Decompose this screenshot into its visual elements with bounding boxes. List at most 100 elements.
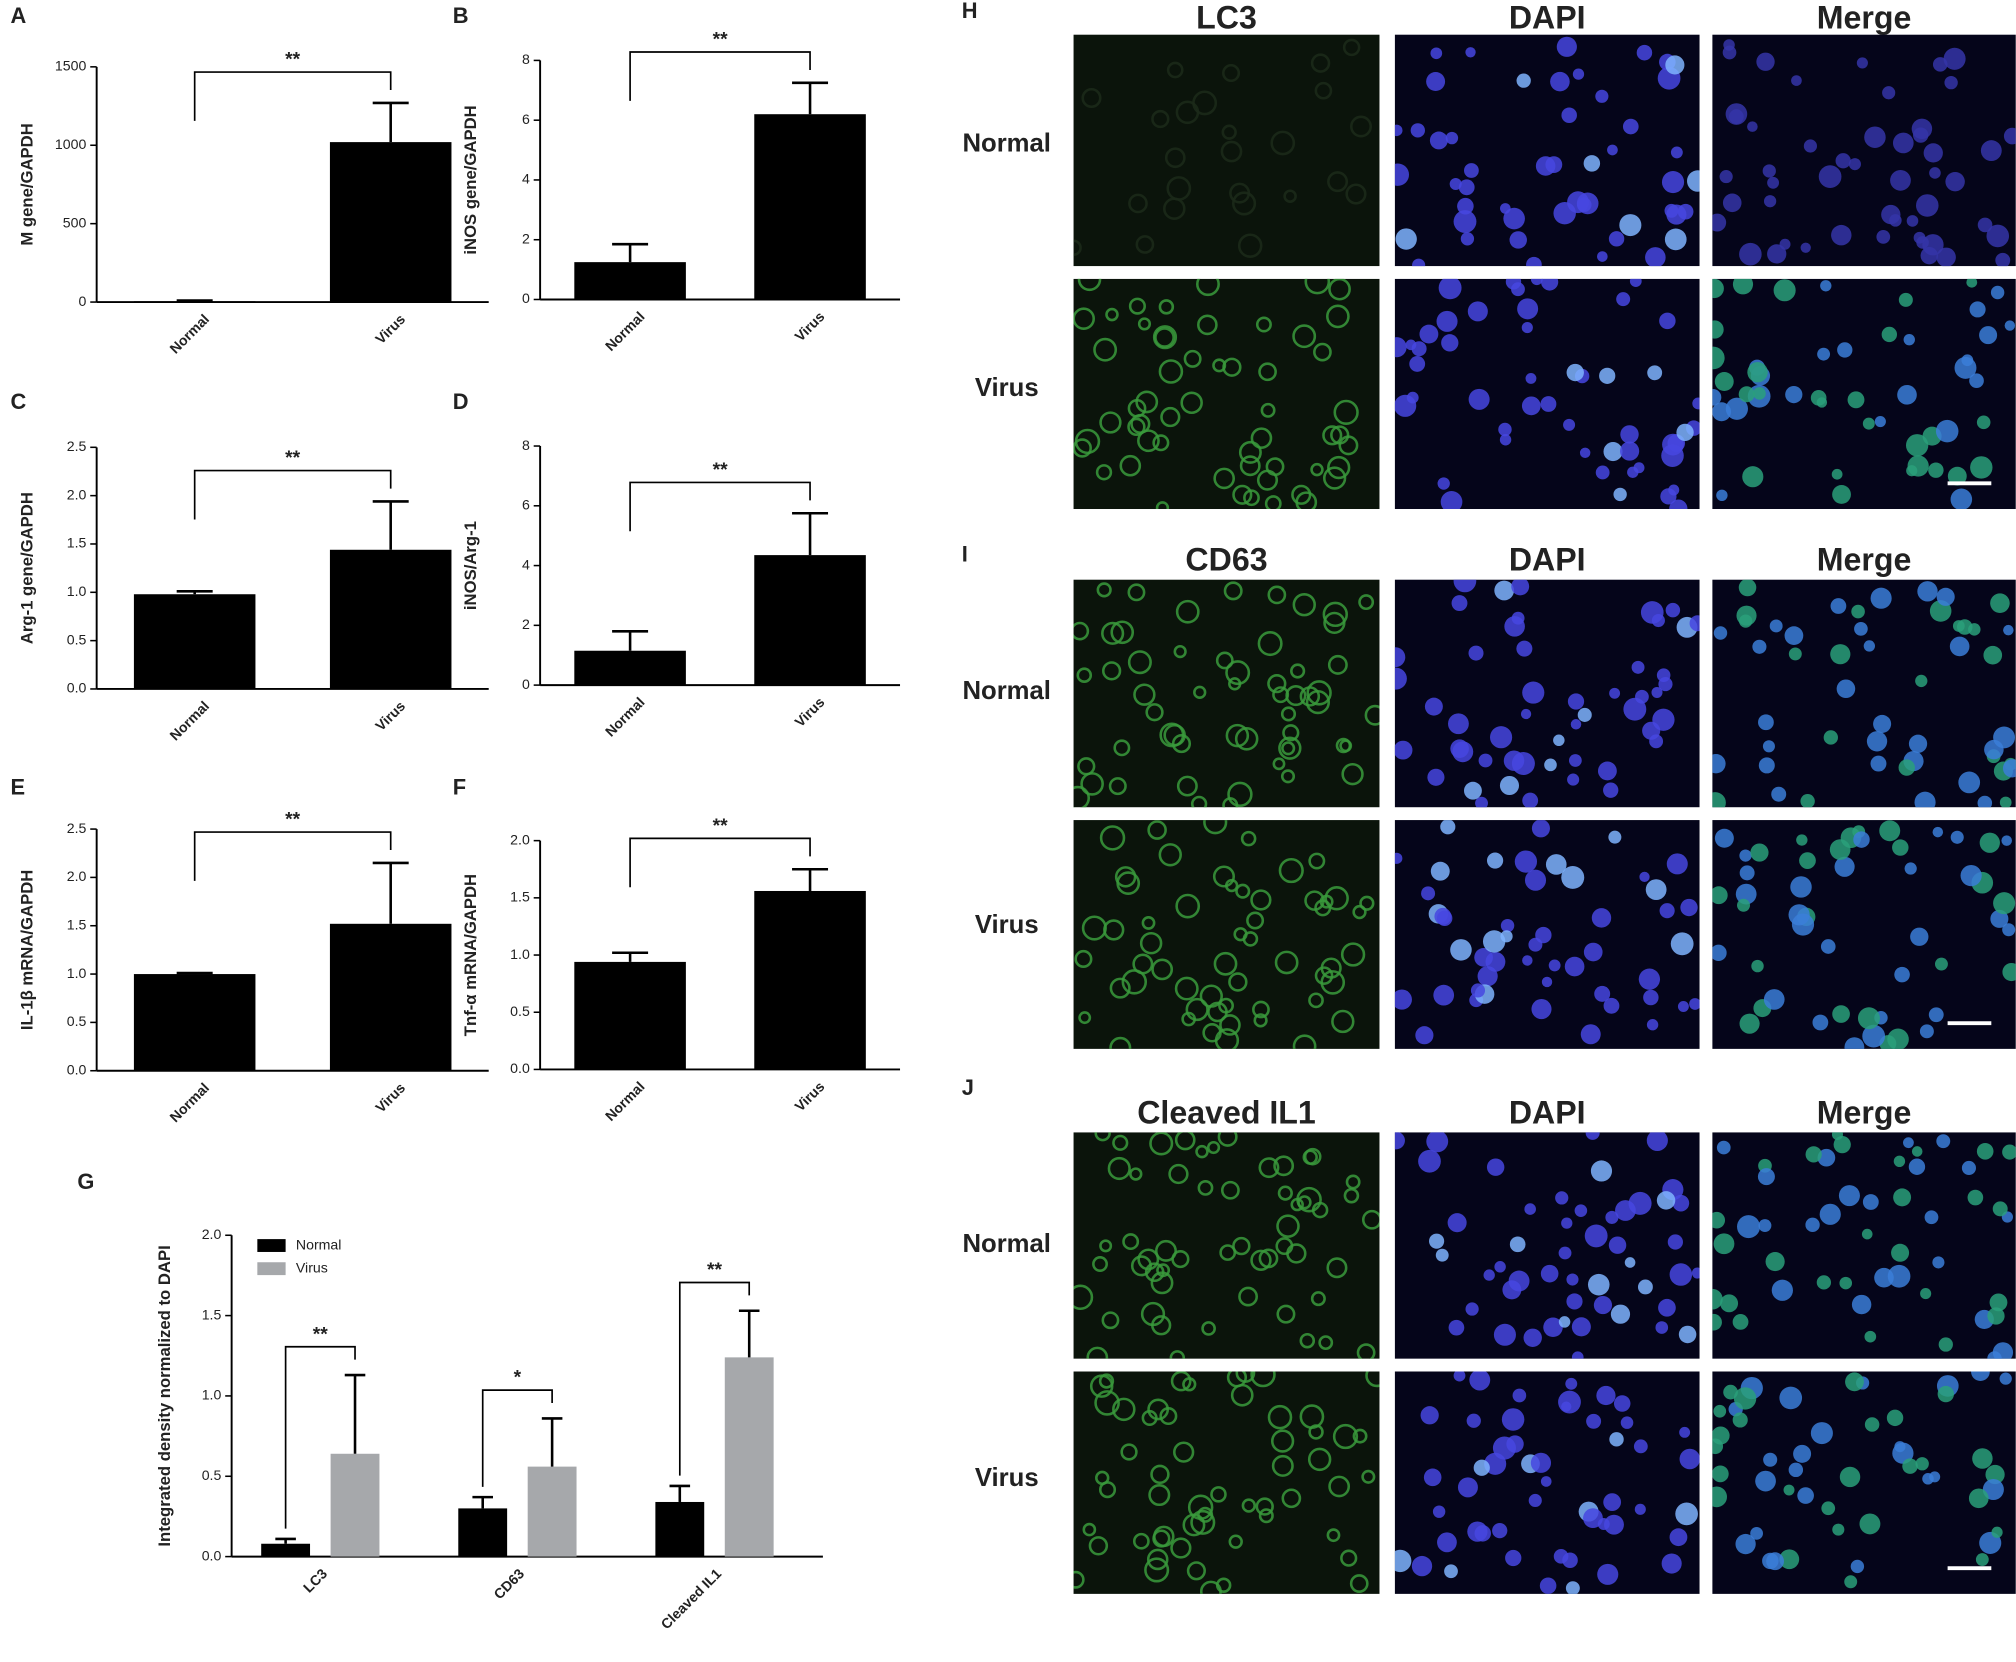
cell — [1128, 193, 1148, 214]
panel-letter: D — [453, 389, 469, 414]
cell — [1326, 1528, 1341, 1543]
cell — [1562, 1552, 1578, 1569]
cell — [1296, 1186, 1322, 1213]
cell — [1149, 1132, 1174, 1156]
cell — [1292, 1034, 1317, 1049]
y-axis-label: IL-1β mRNA/GAPDH — [17, 870, 36, 1030]
cell — [1910, 927, 1929, 946]
cell — [1838, 1185, 1860, 1207]
cell — [1509, 1236, 1526, 1253]
cell — [1110, 620, 1135, 645]
cell — [1738, 386, 1755, 403]
cell — [1739, 242, 1762, 266]
column-title: Merge — [1817, 542, 1912, 578]
cell — [1668, 484, 1680, 496]
column-title: CD63 — [1185, 542, 1267, 578]
cell — [1394, 394, 1417, 417]
cell — [1903, 333, 1915, 346]
cell — [1908, 734, 1928, 753]
cell — [1308, 1424, 1324, 1440]
cell — [1796, 834, 1808, 846]
cell — [1894, 966, 1910, 983]
panel-letter: H — [962, 0, 978, 23]
cell — [1922, 234, 1944, 256]
cell — [1577, 707, 1592, 722]
cell — [1555, 1191, 1569, 1205]
cell — [1525, 372, 1537, 384]
cell — [1225, 723, 1250, 748]
y-tick-label: 4 — [522, 171, 530, 187]
cell — [1257, 631, 1283, 657]
cell — [1633, 462, 1645, 474]
cells — [1712, 579, 2016, 808]
x-tick-label: Normal — [166, 311, 212, 357]
cell — [1505, 1549, 1522, 1567]
cell — [1077, 278, 1102, 292]
cell — [1256, 469, 1279, 491]
x-tick-label: Virus — [372, 698, 408, 734]
cell — [1712, 1486, 1727, 1508]
cell — [1274, 950, 1299, 975]
cell — [1870, 587, 1892, 609]
cell — [1732, 1314, 1749, 1330]
bar — [261, 1543, 311, 1557]
bar — [133, 974, 256, 1071]
cell — [1217, 1132, 1238, 1147]
cell — [1494, 1261, 1506, 1273]
cell — [1932, 57, 1948, 72]
cell — [1437, 1532, 1457, 1553]
cell — [1152, 434, 1170, 452]
micrograph — [1073, 1371, 1380, 1594]
cell — [1932, 1256, 1945, 1269]
cell — [1903, 1137, 1914, 1149]
cell — [1762, 740, 1775, 753]
cell — [1689, 615, 1700, 632]
cell — [1971, 1371, 1990, 1381]
cell — [1834, 856, 1855, 877]
cell — [1308, 852, 1326, 870]
cell — [1856, 57, 1868, 69]
cell — [1599, 367, 1616, 384]
cell — [1757, 1168, 1775, 1186]
cell — [1267, 585, 1287, 605]
cell — [1426, 72, 1446, 91]
cell — [1107, 1156, 1131, 1181]
cell — [1169, 1350, 1186, 1359]
cell — [1920, 1288, 1932, 1300]
cell — [1436, 310, 1458, 332]
cell — [1516, 640, 1533, 657]
x-tick-label: Virus — [791, 1078, 827, 1114]
cell — [1968, 623, 1981, 636]
cell — [1453, 1371, 1466, 1382]
cell — [1359, 895, 1375, 911]
cell — [1762, 164, 1776, 178]
cell — [1423, 1468, 1442, 1487]
cell — [1318, 1335, 1334, 1351]
significance-label: ** — [707, 1260, 722, 1281]
cell — [1150, 1464, 1170, 1485]
cell — [1870, 755, 1887, 772]
cell — [1603, 1493, 1622, 1511]
micrograph — [1394, 34, 1700, 267]
cell — [1465, 47, 1476, 58]
cell — [1410, 123, 1425, 138]
cell — [1113, 739, 1131, 757]
cell — [1629, 278, 1642, 288]
cell — [1613, 487, 1627, 502]
cell — [1818, 165, 1842, 188]
significance-bracket — [481, 1389, 553, 1487]
cell — [1175, 893, 1201, 919]
cell — [1102, 661, 1122, 681]
cell — [1712, 346, 1725, 370]
cell — [1990, 285, 2005, 300]
cell — [1276, 1214, 1300, 1238]
cell — [1255, 1497, 1274, 1516]
cell — [1528, 1493, 1542, 1508]
cell — [1656, 1191, 1676, 1210]
cell — [1566, 1293, 1583, 1310]
cell — [1073, 621, 1090, 641]
cell — [1607, 144, 1618, 156]
significance-label: ** — [285, 50, 300, 71]
cell — [1540, 396, 1557, 412]
cell — [1499, 434, 1512, 446]
